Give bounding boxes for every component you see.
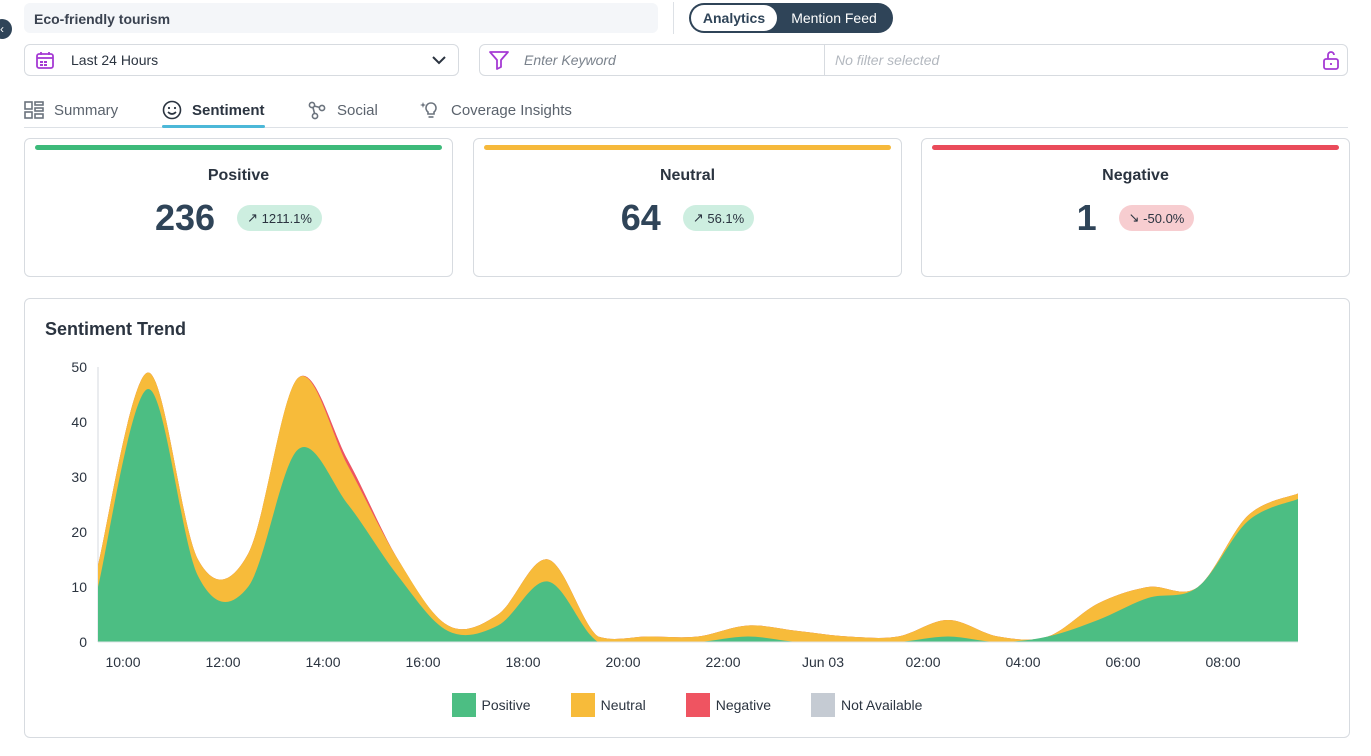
tab-summary[interactable]: Summary xyxy=(24,93,118,127)
arrow-down-right-icon: ↘ xyxy=(1128,210,1144,225)
legend-swatch xyxy=(685,693,710,717)
x-tick-label: 16:00 xyxy=(405,654,440,670)
arrow-up-right-icon: ↗ xyxy=(247,210,262,225)
tab-label: Summary xyxy=(54,101,119,119)
neutral-color-bar xyxy=(484,145,891,150)
x-tick-label: 12:00 xyxy=(205,654,240,670)
legend-label: Neutral xyxy=(600,697,646,713)
date-range-select[interactable]: Last 24 Hours xyxy=(24,44,459,76)
legend-item-positive[interactable]: Positive xyxy=(451,693,531,717)
tab-coverage-insights[interactable]: Coverage Insights xyxy=(419,93,572,127)
chart-legend: Positive Neutral Negative Not Available xyxy=(25,693,1349,717)
collapse-chevron-icon[interactable]: ‹ xyxy=(0,19,12,39)
x-tick-label: 06:00 xyxy=(1105,654,1140,670)
legend-label: Negative xyxy=(715,697,771,713)
neutral-card: Neutral 64 ↗ 56.1% xyxy=(473,138,902,277)
sentiment-trend-panel: Sentiment Trend 0 10 20 30 40 50 10:00 12:00 14:… xyxy=(24,298,1350,738)
legend-item-neutral[interactable]: Neutral xyxy=(570,693,646,717)
x-tick-label: 08:00 xyxy=(1205,654,1240,670)
card-value: 64 xyxy=(620,197,661,238)
analytics-toggle-option[interactable]: Analytics xyxy=(691,5,777,31)
legend-label: Not Available xyxy=(840,697,923,713)
mention-feed-toggle-option[interactable]: Mention Feed xyxy=(791,10,877,26)
funnel-icon[interactable] xyxy=(488,49,510,71)
filter-divider xyxy=(824,45,825,75)
tab-label: Sentiment xyxy=(192,101,265,119)
topic-title: Eco-friendly tourism xyxy=(24,3,658,33)
tab-social[interactable]: Social xyxy=(307,93,378,127)
change-badge: ↗ 1211.1% xyxy=(237,205,322,231)
x-tick-label: 02:00 xyxy=(905,654,940,670)
legend-label: Positive xyxy=(481,697,531,713)
unlock-icon[interactable] xyxy=(1321,50,1341,70)
keyword-filter-bar: Enter Keyword No filter selected xyxy=(479,44,1348,76)
legend-swatch xyxy=(810,693,835,717)
x-tick-label: 14:00 xyxy=(305,654,340,670)
card-label: Neutral xyxy=(659,167,716,184)
x-tick-label: Jun 03 xyxy=(802,654,844,670)
y-tick-label: 40 xyxy=(71,414,87,430)
calendar-icon xyxy=(36,52,54,69)
negative-card: Negative 1 ↘ -50.0% xyxy=(921,138,1350,277)
date-range-value: Last 24 Hours xyxy=(71,52,159,68)
y-tick-label: 20 xyxy=(71,524,87,540)
tab-sentiment[interactable]: Sentiment xyxy=(162,93,265,128)
share-icon xyxy=(308,101,326,120)
positive-color-bar xyxy=(35,145,442,150)
card-value: 1 xyxy=(1076,197,1097,238)
x-tick-label: 18:00 xyxy=(505,654,540,670)
legend-item-negative[interactable]: Negative xyxy=(685,693,771,717)
arrow-up-right-icon: ↗ xyxy=(692,210,708,225)
lightbulb-icon xyxy=(420,102,437,118)
keyword-input[interactable]: Enter Keyword xyxy=(524,52,616,68)
legend-swatch xyxy=(451,693,476,717)
sentiment-trend-chart: 0 10 20 30 40 50 10:00 12:00 14:00 16:00 18:00 20:0… xyxy=(71,359,1298,670)
area-neutral xyxy=(98,372,1298,642)
grid-icon xyxy=(24,101,44,119)
y-tick-label: 30 xyxy=(71,469,87,485)
y-tick-label: 0 xyxy=(79,634,87,650)
x-tick-label: 10:00 xyxy=(105,654,140,670)
selected-filters-field[interactable]: No filter selected xyxy=(835,52,940,68)
card-value: 236 xyxy=(155,197,216,238)
tab-label: Social xyxy=(337,101,378,119)
view-toggle[interactable]: Analytics Mention Feed xyxy=(689,3,893,33)
change-badge: ↘ -50.0% xyxy=(1118,205,1195,231)
legend-item-not-available[interactable]: Not Available xyxy=(810,693,923,717)
x-tick-label: 20:00 xyxy=(605,654,640,670)
header-divider xyxy=(673,2,674,34)
y-tick-label: 50 xyxy=(71,359,87,375)
negative-color-bar xyxy=(932,145,1339,150)
area-positive xyxy=(98,388,1298,642)
card-label: Positive xyxy=(207,167,270,184)
smiley-icon xyxy=(162,100,182,120)
chevron-down-icon xyxy=(432,56,446,65)
tab-label: Coverage Insights xyxy=(451,101,572,119)
legend-swatch xyxy=(570,693,595,717)
change-badge: ↗ 56.1% xyxy=(682,205,755,231)
tab-bar: Summary Sentiment Social Coverage Insigh… xyxy=(24,93,1348,128)
card-label: Negative xyxy=(1102,167,1169,184)
x-tick-label: 04:00 xyxy=(1005,654,1040,670)
positive-card: Positive 236 ↗ 1211.1% xyxy=(24,138,453,277)
chart-title: Sentiment Trend xyxy=(45,319,187,339)
y-tick-label: 10 xyxy=(71,579,87,595)
x-tick-label: 22:00 xyxy=(705,654,740,670)
